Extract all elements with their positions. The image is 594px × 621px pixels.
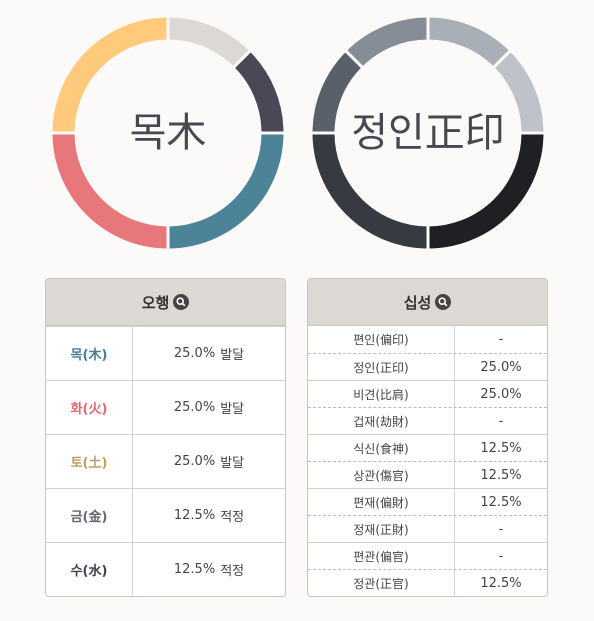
donut-charts: 목木 정인正印 (49, 14, 547, 252)
percent: 25.0% (173, 346, 216, 361)
percent: 12.5% (173, 562, 216, 577)
status: 발달 (220, 456, 245, 471)
donut-segment (426, 14, 513, 71)
sipseong-label: 겁재(劫財) (308, 408, 455, 434)
table-row: 정관(正官) 12.5% (308, 569, 547, 596)
donut-segment (343, 14, 430, 71)
element-label: 목(木) (46, 327, 133, 380)
element-label: 화(火) (46, 381, 133, 434)
value-cell: 12.5% (480, 575, 522, 591)
table-row: 편인(偏印) - (308, 326, 547, 353)
table-title: 오행 (141, 293, 170, 312)
table-row: 수(水) 12.5% 적정 (46, 542, 285, 596)
table-row: 편재(偏財) 12.5% (308, 488, 547, 515)
status: 적정 (220, 510, 245, 525)
table-row: 편관(偏官) - (308, 542, 547, 569)
table-row: 정인(正印) 25.0% (308, 353, 547, 380)
value-cell: 25.0% (480, 386, 522, 402)
value-cell: 12.5% 적정 (133, 489, 285, 542)
table-row: 목(木) 25.0% 발달 (46, 326, 285, 380)
sipseong-label: 정인(正印) (308, 354, 455, 380)
table-row: 식신(食神) 12.5% (308, 434, 547, 461)
sipseong-label: 편재(偏財) (308, 489, 455, 515)
sipseong-label: 식신(食神) (308, 435, 455, 461)
search-icon[interactable] (173, 294, 190, 310)
element-label: 금(金) (46, 489, 133, 542)
value-cell: - (498, 332, 504, 347)
search-icon[interactable] (435, 294, 452, 310)
element-label: 토(土) (46, 435, 133, 488)
donut-segment (166, 14, 253, 71)
table-row: 토(土) 25.0% 발달 (46, 434, 285, 488)
value-cell: 25.0% 발달 (133, 327, 285, 380)
table-row: 정재(正財) - (308, 515, 547, 542)
sipseong-label: 비견(比肩) (308, 381, 455, 407)
value-cell: 12.5% (480, 494, 522, 510)
value-cell: 25.0% 발달 (133, 435, 285, 488)
sipseong-label: 정관(正官) (308, 570, 455, 596)
status: 발달 (220, 348, 245, 363)
sipseong-label: 정재(正財) (308, 516, 455, 542)
value-cell: 25.0% 발달 (133, 381, 285, 434)
table-title: 십성 (403, 293, 432, 312)
ohaeng-table: 오행 목(木) 25.0% 발달 화(火) 25.0% 발달 토(土) 25.0% 발달 금(金)… (45, 278, 286, 597)
value-cell: 12.5% 적정 (133, 543, 285, 596)
value-cell: 12.5% (480, 440, 522, 456)
value-cell: 25.0% (480, 359, 522, 375)
element-label: 수(水) (46, 543, 133, 596)
sipseong-label: 상관(傷官) (308, 462, 455, 488)
sipseong-label: 편관(偏官) (308, 543, 455, 569)
table-row: 겁재(劫財) - (308, 407, 547, 434)
sipseong-table: 십성 편인(偏印) - 정인(正印) 25.0% 비견(比肩) 25.0% 겁재(劫財) - 식… (307, 278, 548, 597)
table-row: 화(火) 25.0% 발달 (46, 380, 285, 434)
value-cell: 12.5% (480, 467, 522, 483)
percent: 25.0% (173, 454, 216, 469)
percent: 25.0% (173, 400, 216, 415)
value-cell: - (498, 521, 504, 537)
value-cell: - (498, 548, 504, 564)
table-row: 금(金) 12.5% 적정 (46, 488, 285, 542)
donut-segment (490, 48, 547, 135)
center-label: 목木 (130, 110, 207, 156)
status: 발달 (220, 402, 245, 417)
percent: 12.5% (173, 508, 216, 523)
table-header: 십성 (308, 279, 547, 326)
status: 적정 (220, 564, 245, 579)
donut-segment (230, 48, 287, 135)
table-row: 상관(傷官) 12.5% (308, 461, 547, 488)
sipseong-label: 편인(偏印) (308, 326, 455, 353)
value-cell: - (498, 413, 504, 429)
center-label: 정인正印 (351, 110, 505, 156)
table-header: 오행 (46, 279, 285, 326)
table-row: 비견(比肩) 25.0% (308, 380, 547, 407)
